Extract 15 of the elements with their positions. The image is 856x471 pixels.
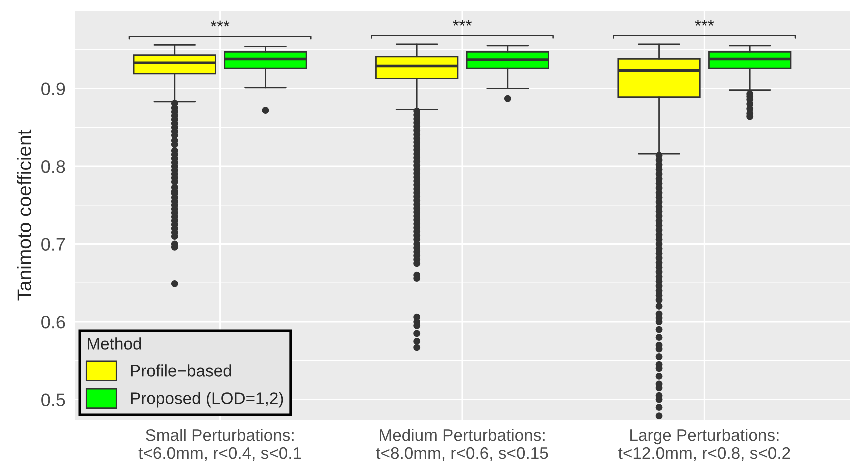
y-tick-label: 0.8 [42,160,66,174]
x-tick-label: Large Perturbations: t<12.0mm, r<0.8, s<0.2 [618,429,790,462]
y-tick-label: 0.7 [42,238,66,251]
annotation: *** [210,20,230,27]
y-tick-label: 0.9 [42,82,66,96]
legend-label: Proposed (LOD=1,2) [131,392,284,408]
y-axis-title: Tanimoto coefficient [17,130,32,301]
y-tick-label: 0.5 [42,394,66,407]
legend-title: Method [88,338,142,350]
y-tick-label: 0.6 [42,316,66,329]
x-tick-label: Small Perturbations: t<6.0mm, r<0.4, s<0.1 [138,429,302,462]
annotation: *** [695,20,714,26]
annotation: *** [453,20,472,26]
x-tick-label: Medium Perturbations: t<8.0mm, r<0.6, s<0.15 [376,429,548,462]
legend-label: Profile−based [131,364,232,377]
